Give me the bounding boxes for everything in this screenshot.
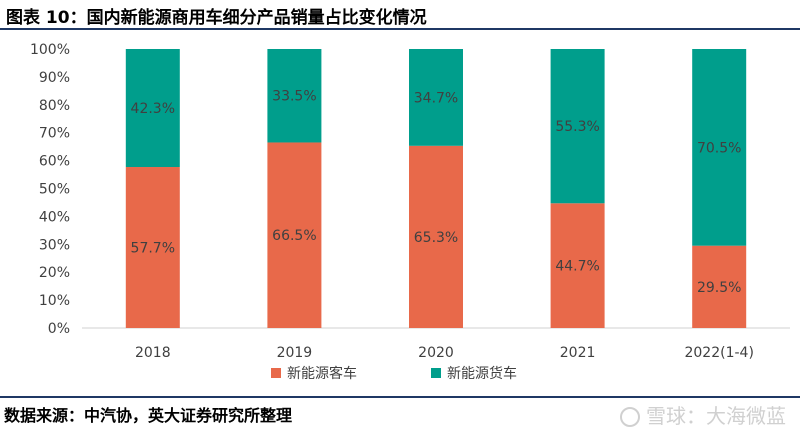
bar-segment-bus xyxy=(550,203,605,328)
watermark-text: 雪球：大海微蓝 xyxy=(646,404,786,428)
y-tick-label: 0% xyxy=(48,321,70,337)
chart-title: 图表 10：国内新能源商用车细分产品销量占比变化情况 xyxy=(6,8,427,28)
y-tick-label: 100% xyxy=(30,42,70,58)
legend-swatch-bus xyxy=(271,368,281,378)
bar-segment-truck xyxy=(692,49,747,246)
bar-segment-truck xyxy=(409,49,463,146)
data-label: 29.5% xyxy=(697,280,741,296)
data-label: 34.7% xyxy=(414,90,458,106)
data-label: 55.3% xyxy=(555,119,599,135)
source-note: 数据来源：中汽协，英大证券研究所整理 xyxy=(4,406,293,425)
title-bar: 图表 10：国内新能源商用车细分产品销量占比变化情况 xyxy=(0,0,800,30)
y-tick-label: 70% xyxy=(39,126,70,142)
snowball-logo-icon xyxy=(620,407,640,427)
data-label: 44.7% xyxy=(555,259,599,275)
legend-label-bus: 新能源客车 xyxy=(287,365,357,382)
source-bar: 数据来源：中汽协，英大证券研究所整理 雪球：大海微蓝 xyxy=(0,396,800,429)
y-tick-label: 30% xyxy=(39,237,70,253)
bar-segment-truck xyxy=(125,49,180,168)
data-label: 33.5% xyxy=(272,89,316,105)
x-tick-label: 2021 xyxy=(560,345,596,361)
x-tick-label: 2020 xyxy=(418,345,454,361)
x-tick-label: 2018 xyxy=(135,345,171,361)
x-tick-label: 2019 xyxy=(277,345,313,361)
bar-segment-bus xyxy=(409,145,463,328)
y-tick-label: 90% xyxy=(39,70,70,86)
data-label: 65.3% xyxy=(414,230,458,246)
bar-segment-bus xyxy=(692,245,747,328)
y-tick-label: 60% xyxy=(39,154,70,170)
y-tick-label: 40% xyxy=(39,209,70,225)
data-label: 70.5% xyxy=(697,140,741,156)
legend-swatch-truck xyxy=(431,368,441,378)
watermark: 雪球：大海微蓝 xyxy=(620,400,786,429)
y-tick-label: 20% xyxy=(39,265,70,281)
data-label: 66.5% xyxy=(272,228,316,244)
y-tick-label: 50% xyxy=(39,182,70,198)
y-tick-label: 10% xyxy=(39,293,70,309)
bar-segment-bus xyxy=(267,142,322,328)
y-tick-label: 80% xyxy=(39,98,70,114)
bar-segment-bus xyxy=(125,167,180,328)
x-tick-label: 2022(1-4) xyxy=(684,345,753,361)
bar-segment-truck xyxy=(550,49,605,204)
legend-label-truck: 新能源货车 xyxy=(447,365,517,382)
stacked-bar-chart: 0% 10% 20% 30% 40% 50% 60% 70% 80% 90% 100% 57.7% 42… xyxy=(30,42,790,382)
bar-segment-truck xyxy=(267,49,322,143)
data-label: 57.7% xyxy=(131,241,175,257)
data-label: 42.3% xyxy=(131,101,175,117)
